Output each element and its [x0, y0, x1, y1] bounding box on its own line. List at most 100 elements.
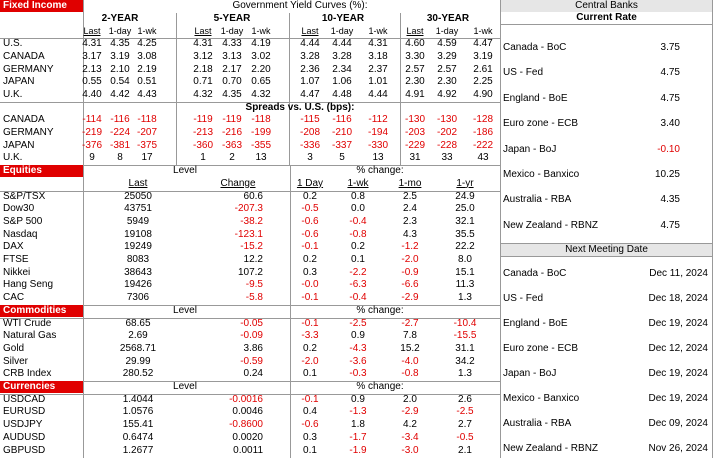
cell: 2.7 — [458, 419, 472, 431]
section-title: Equities — [0, 165, 83, 178]
cell: 4.35 — [110, 38, 130, 50]
row-label: GBPUSD — [3, 444, 46, 456]
divider — [176, 13, 177, 165]
cell: 22.2 — [455, 241, 475, 253]
section-heading: Government Yield Curves (%): — [232, 0, 368, 11]
bank-name: Mexico - Banxico — [503, 393, 580, 404]
cell: 0.9 — [351, 393, 365, 405]
row-label: CRB Index — [3, 368, 52, 380]
row-rule — [0, 304, 500, 306]
cell: -0.59 — [240, 355, 263, 367]
cell: 3.30 — [405, 50, 425, 62]
cell: -119 — [193, 114, 213, 126]
meeting-date: Dec 09, 2024 — [648, 418, 709, 429]
cell: -229 — [404, 139, 425, 151]
cell: 2.30 — [437, 76, 457, 88]
rate: 4.35 — [660, 194, 680, 206]
cell: 3.29 — [437, 50, 457, 62]
cell: -3.6 — [349, 355, 367, 367]
cell: 1.3 — [458, 368, 472, 380]
cell: -186 — [472, 127, 493, 138]
cell: 0.6474 — [122, 431, 154, 443]
cell: -2.7 — [401, 317, 419, 329]
cell: -330 — [367, 139, 388, 151]
cell: 7.8 — [403, 330, 417, 342]
row-rule — [0, 101, 500, 103]
rate: 4.75 — [660, 219, 680, 231]
cell: 0.0 — [351, 203, 365, 215]
row-label: CANADA — [3, 50, 45, 62]
cell: -114 — [82, 114, 102, 126]
cell: -10.4 — [453, 317, 477, 329]
cell: 4.32 — [193, 88, 213, 100]
cell: 2.57 — [437, 63, 457, 75]
cell: 1.07 — [300, 76, 320, 88]
row-rule — [0, 190, 500, 192]
header-bg — [501, 0, 712, 12]
row-label: U.K. — [3, 88, 23, 100]
column-heading: Last — [194, 26, 212, 37]
cell: 13 — [372, 152, 384, 164]
cell: 2 — [229, 152, 235, 164]
cell: 0.51 — [137, 76, 157, 88]
column-heading: Last — [301, 26, 319, 37]
cell: 60.6 — [243, 190, 263, 202]
cell: -123.1 — [234, 228, 263, 240]
row-label: Dow30 — [3, 203, 35, 215]
rate: 4.75 — [660, 67, 680, 79]
cell: 5949 — [126, 215, 150, 227]
cell: -115 — [300, 114, 320, 126]
column-heading: 1-day — [330, 26, 354, 37]
cell: 2.13 — [82, 63, 102, 75]
divider — [400, 13, 401, 165]
cell: 2.57 — [405, 63, 425, 75]
cell: -0.9 — [401, 266, 419, 278]
cell: 0.3 — [303, 266, 317, 278]
row-label: EURUSD — [3, 406, 46, 418]
cell: 5 — [339, 152, 345, 164]
cell: 4.32 — [251, 88, 271, 100]
cell: 1.2677 — [122, 444, 154, 456]
cell: 0.1 — [351, 254, 365, 265]
row-label: CAC — [3, 292, 25, 304]
cell: -337 — [331, 139, 352, 151]
cell: 25.0 — [455, 203, 475, 215]
cell: -0.8 — [401, 368, 419, 380]
cell: -381 — [109, 139, 130, 151]
section-title: Currencies — [0, 381, 83, 393]
cell: 1 — [200, 152, 206, 164]
cell: -15.2 — [240, 241, 263, 253]
cell: -207 — [136, 127, 157, 138]
cell: 4.31 — [368, 38, 388, 50]
bank-name: Japan - BoJ — [503, 368, 557, 379]
cell: 11.3 — [455, 279, 475, 291]
cell: 4.33 — [222, 38, 242, 50]
cell: 0.0011 — [233, 444, 263, 456]
cell: 0.24 — [243, 368, 263, 380]
section-heading: Level — [173, 304, 197, 316]
cell: 43 — [477, 152, 489, 164]
row-label: U.S. — [3, 38, 23, 50]
cell: -2.5 — [349, 317, 367, 329]
column-heading: 1-wk — [368, 26, 388, 37]
column-heading: Change — [220, 177, 256, 189]
section-heading: % change: — [356, 381, 404, 392]
cell: 19426 — [124, 279, 152, 291]
cell: 4.44 — [368, 88, 388, 100]
cell: 0.9 — [351, 330, 365, 342]
cell: -0.8 — [349, 228, 367, 240]
section-heading: Level — [173, 165, 197, 177]
cell: 15.2 — [400, 342, 420, 354]
cell: -222 — [472, 139, 493, 151]
cell: -119 — [222, 114, 242, 126]
cell: -0.5 — [456, 431, 474, 443]
cell: 4.47 — [300, 88, 320, 100]
cell: -0.0 — [301, 279, 319, 291]
column-heading: 1-wk — [347, 177, 369, 189]
cell: 7306 — [126, 292, 150, 304]
cell: -363 — [221, 139, 242, 151]
bank-name: Canada - BoC — [503, 42, 567, 53]
cell: 15.1 — [455, 266, 475, 278]
column-heading: 1-day — [220, 26, 244, 37]
bank-name: New Zealand - RBNZ — [503, 219, 599, 231]
